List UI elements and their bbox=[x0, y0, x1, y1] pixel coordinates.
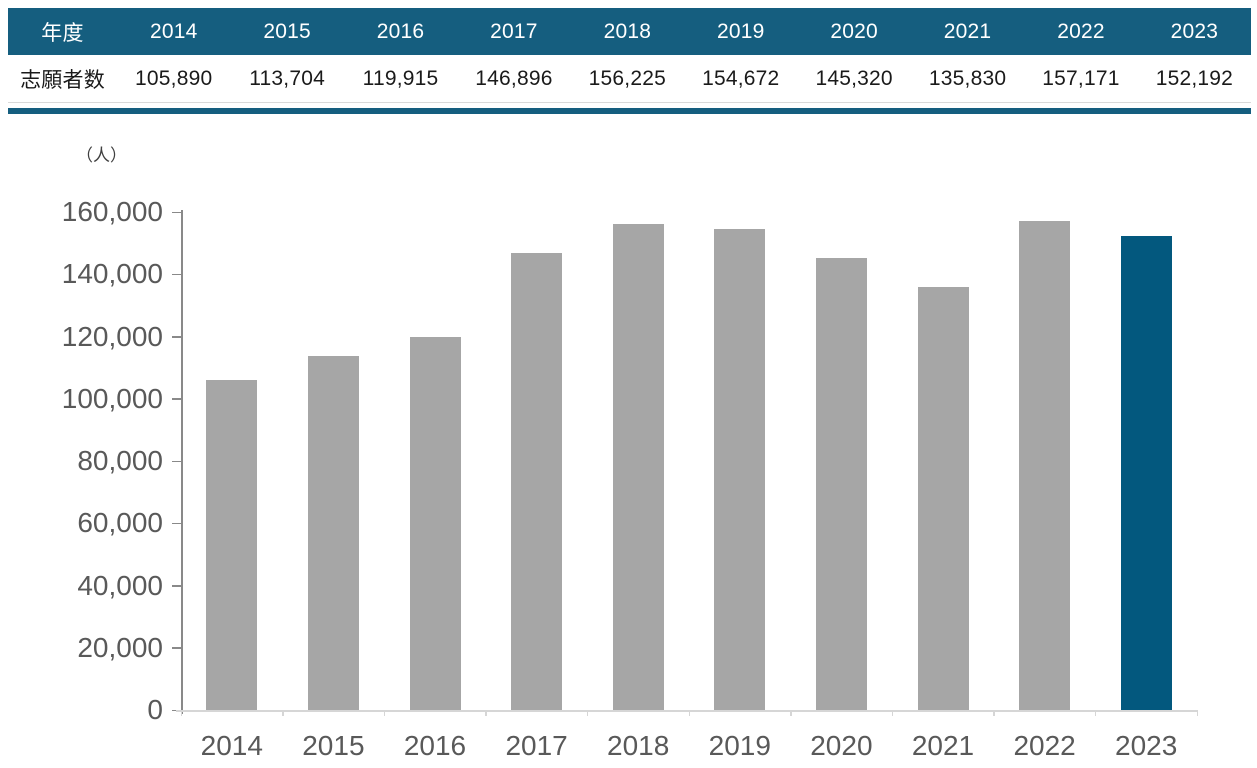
y-axis-label-60000: 60,000 bbox=[77, 507, 163, 539]
table-header-year-2020: 2020 bbox=[830, 19, 878, 43]
y-axis-tick-80000 bbox=[172, 460, 181, 462]
table-value-2022: 157,171 bbox=[1042, 66, 1120, 90]
table-value-2020: 145,320 bbox=[815, 66, 893, 90]
table-bottom-divider bbox=[8, 108, 1251, 114]
bar-2014 bbox=[206, 380, 258, 710]
y-axis-line bbox=[181, 210, 183, 714]
table-value-2014: 105,890 bbox=[135, 66, 213, 90]
y-axis-label-20000: 20,000 bbox=[77, 631, 163, 663]
bar-2022 bbox=[1019, 220, 1071, 710]
table-header-year-2015: 2015 bbox=[263, 19, 311, 43]
bar-2018 bbox=[612, 223, 664, 710]
x-axis-label-2018: 2018 bbox=[607, 730, 670, 761]
x-axis-tick-4 bbox=[586, 710, 589, 716]
y-axis-tick-160000 bbox=[172, 211, 181, 213]
y-axis-tick-140000 bbox=[172, 273, 181, 276]
table-value-2021: 135,830 bbox=[928, 66, 1007, 90]
x-axis-label-2017: 2017 bbox=[505, 730, 568, 761]
y-axis-tick-100000 bbox=[172, 398, 181, 400]
table-header-year-2014: 2014 bbox=[149, 19, 198, 43]
y-axis-unit-label: （人） bbox=[76, 146, 127, 165]
bar-2015 bbox=[307, 356, 359, 710]
y-axis-label-160000: 160,000 bbox=[61, 196, 163, 227]
table-header-year-2019: 2019 bbox=[716, 19, 765, 43]
table-value-2017: 146,896 bbox=[475, 66, 553, 90]
table-values-row-label: 志願者数 bbox=[20, 68, 105, 92]
x-axis-label-2015: 2015 bbox=[302, 730, 365, 761]
x-axis-label-2020: 2020 bbox=[810, 730, 873, 761]
table-header-row: 年度 2014 2015 2016 2017 2018 2019 2020 2021 2022 2… bbox=[8, 8, 1251, 55]
x-axis-tick-0 bbox=[180, 710, 182, 716]
table-header-year-label: 年度 bbox=[41, 21, 84, 45]
y-axis-label-0: 0 bbox=[147, 694, 163, 725]
x-axis-tick-1 bbox=[282, 710, 284, 716]
table-value-2016: 119,915 bbox=[362, 66, 439, 90]
x-axis-line bbox=[176, 710, 1197, 712]
bar-2020 bbox=[815, 257, 867, 710]
x-axis-tick-3 bbox=[485, 710, 487, 716]
table-header-year-2021: 2021 bbox=[943, 19, 992, 43]
x-axis-label-2019: 2019 bbox=[708, 730, 771, 761]
table-value-2018: 156,225 bbox=[588, 66, 666, 90]
x-axis-tick-5 bbox=[688, 710, 690, 716]
table-header-year-2017: 2017 bbox=[490, 19, 538, 43]
table-values-row: 志願者数 105,890 113,704 119,915 146,896 156,225… bbox=[8, 55, 1251, 103]
x-axis-label-2022: 2022 bbox=[1013, 730, 1076, 761]
table-header-year-2018: 2018 bbox=[603, 19, 652, 43]
table-value-2023: 152,192 bbox=[1155, 66, 1234, 90]
y-axis-tick-120000 bbox=[172, 336, 181, 338]
y-axis-label-40000: 40,000 bbox=[77, 569, 163, 601]
bar-2016 bbox=[409, 336, 461, 710]
x-axis-tick-2 bbox=[383, 710, 386, 716]
y-axis-label-120000: 120,000 bbox=[61, 320, 163, 352]
x-axis-label-2023: 2023 bbox=[1115, 730, 1178, 761]
bar-2017 bbox=[511, 252, 563, 710]
x-axis-label-2021: 2021 bbox=[911, 730, 975, 761]
x-axis-tick-9 bbox=[1094, 710, 1097, 716]
x-axis-tick-10 bbox=[1196, 710, 1198, 716]
y-axis-tick-60000 bbox=[172, 522, 181, 525]
x-axis-tick-8 bbox=[993, 710, 995, 716]
table-header-year-2023: 2023 bbox=[1170, 19, 1219, 43]
table-value-2019: 154,672 bbox=[702, 66, 780, 90]
x-axis-label-2014: 2014 bbox=[200, 730, 263, 761]
x-axis-label-2016: 2016 bbox=[403, 730, 467, 761]
bar-2019 bbox=[714, 228, 766, 710]
y-axis-label-80000: 80,000 bbox=[77, 445, 163, 476]
bar-2023 bbox=[1120, 236, 1172, 710]
table-header-year-2016: 2016 bbox=[376, 19, 425, 43]
y-axis-tick-40000 bbox=[172, 585, 181, 587]
bar-2021 bbox=[917, 287, 969, 710]
table-header-year-2022: 2022 bbox=[1057, 19, 1105, 43]
x-axis-tick-7 bbox=[891, 710, 894, 716]
x-axis-tick-6 bbox=[790, 710, 792, 716]
y-axis-label-140000: 140,000 bbox=[61, 258, 163, 290]
y-axis-tick-20000 bbox=[172, 647, 181, 649]
y-axis-label-100000: 100,000 bbox=[61, 382, 163, 414]
table-value-2015: 113,704 bbox=[249, 66, 325, 90]
